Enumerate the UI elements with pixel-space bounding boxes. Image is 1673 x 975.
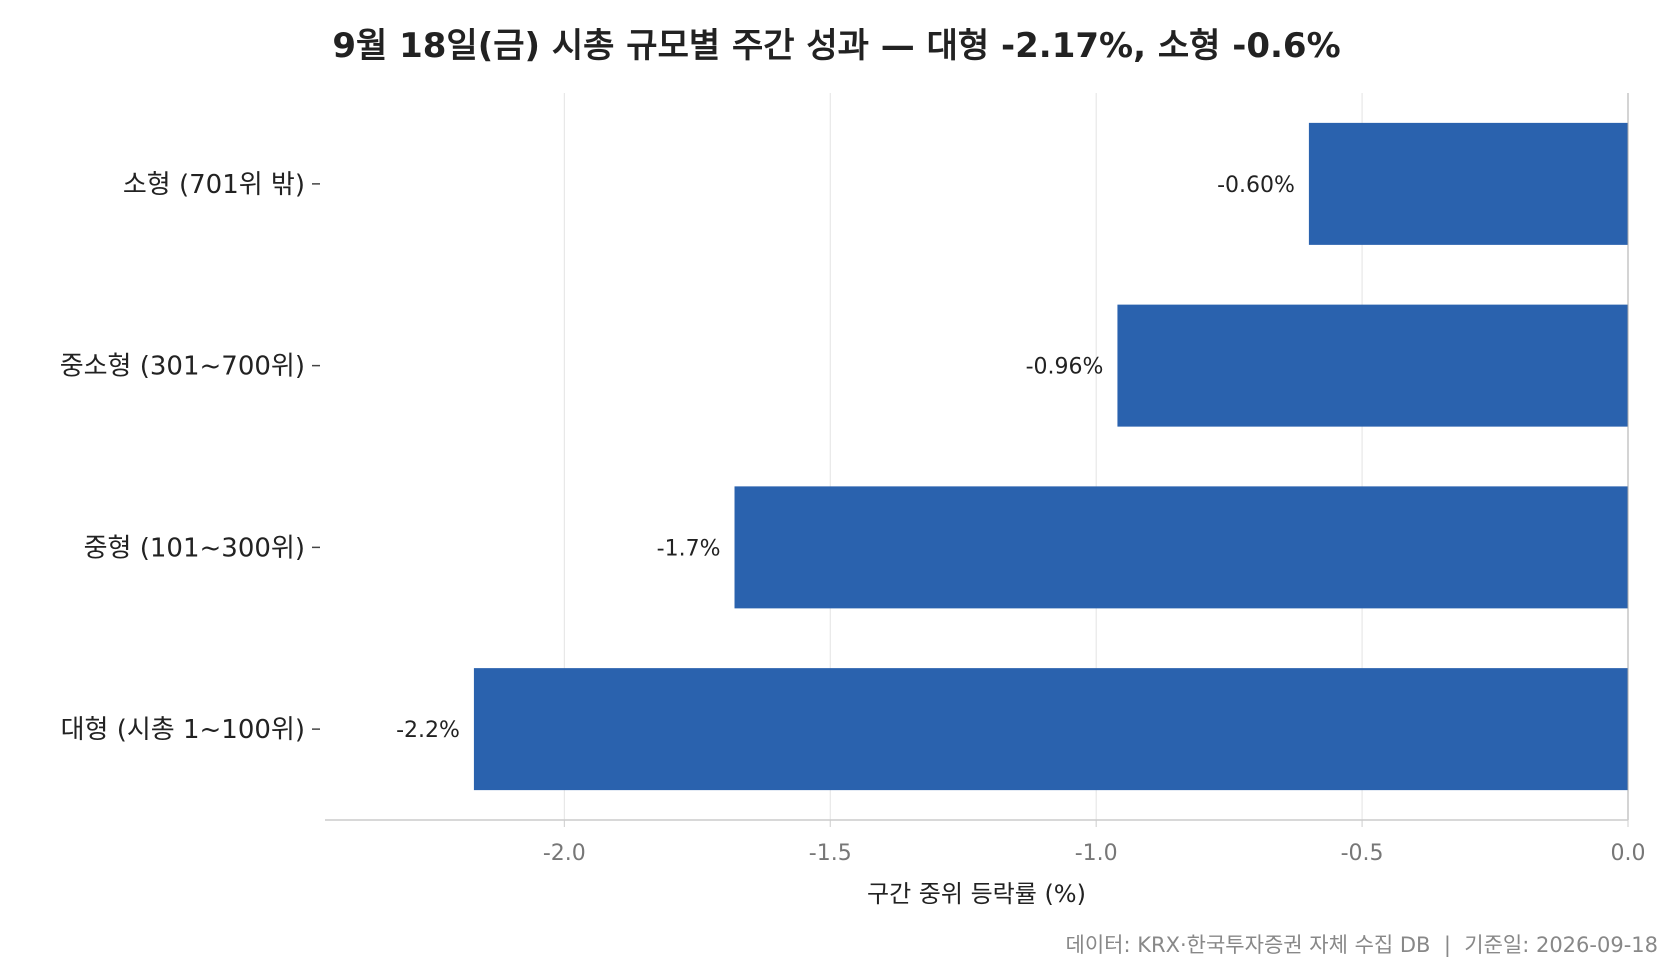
bar <box>1117 304 1628 427</box>
x-tick-label: -1.5 <box>809 841 852 866</box>
x-tick-label: -0.5 <box>1341 841 1384 866</box>
bar <box>734 486 1628 609</box>
data-label: -0.60% <box>1217 173 1295 198</box>
labels: 소형 (701위 밖) -0.60% 중소형 (301~700위) -0.96% 중형 … <box>60 170 1295 745</box>
data-label: -2.2% <box>396 718 460 743</box>
x-tick-label: -2.0 <box>543 841 586 866</box>
category-label: 중소형 (301~700위) <box>60 352 305 382</box>
chart-title: 9월 18일(금) 시총 규모별 주간 성과 — 대형 -2.17%, 소형 -… <box>332 26 1341 66</box>
x-tick-label: 0.0 <box>1611 841 1646 866</box>
bars <box>473 122 1628 791</box>
bar <box>1308 122 1628 245</box>
axes: -2.0 -1.5 -1.0 -0.5 0.0 <box>312 93 1646 866</box>
source-note: 데이터: KRX·한국투자증권 자체 수집 DB | 기준일: 2026-09-… <box>1066 933 1658 958</box>
category-label: 중형 (101~300위) <box>84 533 305 563</box>
category-label: 소형 (701위 밖) <box>123 170 305 200</box>
data-label: -0.96% <box>1026 355 1104 380</box>
bar <box>473 668 1628 791</box>
x-axis-title: 구간 중위 등락률 (%) <box>867 880 1086 908</box>
category-label: 대형 (시총 1~100위) <box>61 715 305 745</box>
x-tick-label: -1.0 <box>1075 841 1118 866</box>
data-label: -1.7% <box>657 536 721 561</box>
